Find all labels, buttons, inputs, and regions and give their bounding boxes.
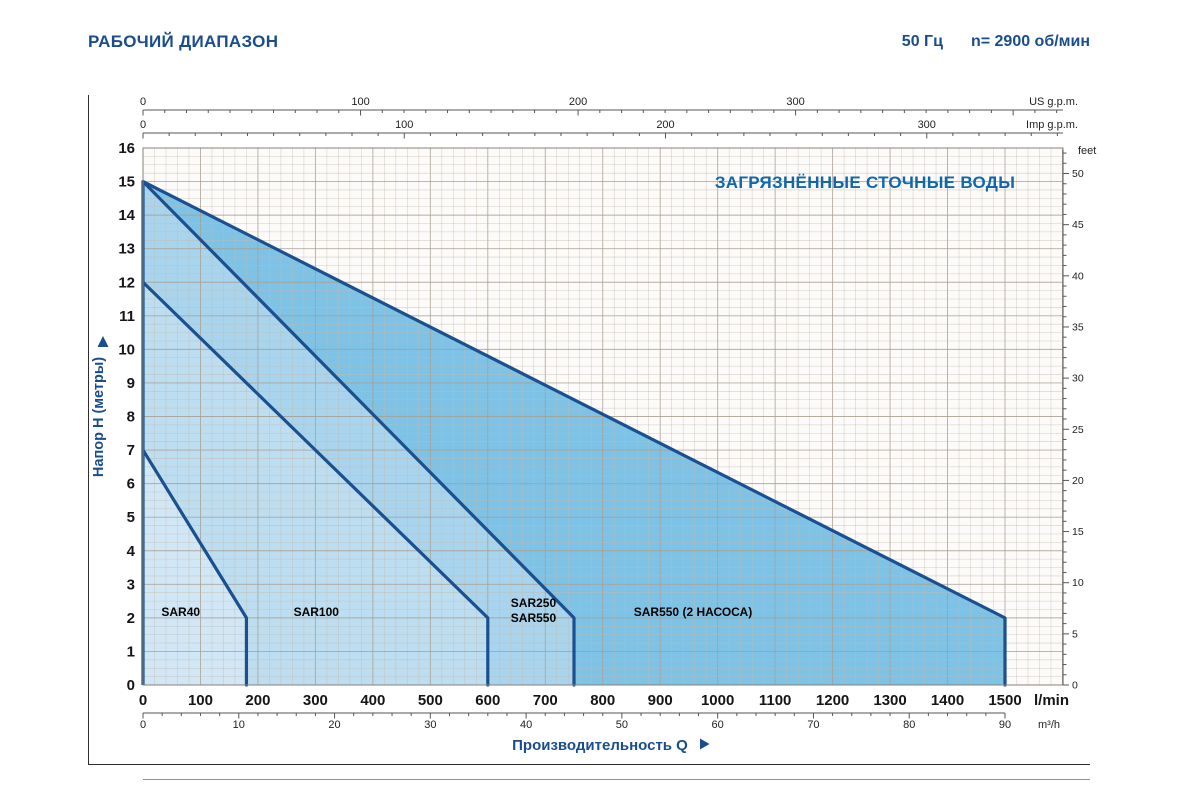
feet-tick-label: 15: [1072, 526, 1084, 538]
curve-SAR100: [141, 280, 490, 687]
curve-SAR550-2-pumps: [141, 179, 1007, 687]
y-tick-label: 16: [118, 140, 135, 157]
gpm-tick-label: 300: [786, 96, 804, 108]
x-axis-unit-lmin: l/min: [1034, 692, 1069, 709]
curve-SAR40: [141, 448, 249, 687]
y-tick-label: 12: [118, 274, 135, 291]
feet-tick-label: 40: [1072, 270, 1084, 282]
feet-tick-label: 10: [1072, 577, 1084, 589]
x-tick-label: 900: [648, 692, 673, 709]
x-tick-label: 1000: [701, 692, 734, 709]
y-tick-label: 5: [127, 509, 135, 526]
y-axis-title: Напор H (метры): [91, 357, 107, 477]
x-tick-label: 1300: [873, 692, 906, 709]
x-tick-label: 100: [188, 692, 213, 709]
feet-tick-label: 5: [1072, 628, 1078, 640]
x-axis-unit-m3h: m³/h: [1038, 719, 1060, 731]
y-tick-label: 7: [127, 442, 135, 459]
feet-tick-label: 35: [1072, 321, 1084, 333]
x-tick-label: 1500: [988, 692, 1021, 709]
m3h-tick-label: 80: [903, 719, 915, 731]
m3h-tick-label: 20: [328, 719, 340, 731]
m3h-tick-label: 0: [140, 719, 146, 731]
chart-annotation: ЗАГРЯЗНЁННЫЕ СТОЧНЫЕ ВОДЫ: [715, 173, 1015, 192]
m3h-tick-label: 90: [999, 719, 1011, 731]
feet-tick-label: 20: [1072, 475, 1084, 487]
y-tick-label: 13: [118, 241, 135, 258]
series-label: SAR550: [511, 611, 557, 625]
y-tick-label: 10: [118, 341, 135, 358]
series-label: SAR40: [161, 605, 200, 619]
x-axis-arrow-right-icon: [700, 738, 710, 750]
y-tick-label: 15: [118, 174, 135, 191]
x-tick-label: 400: [360, 692, 385, 709]
series-label: SAR250: [511, 596, 557, 610]
m3h-tick-label: 40: [520, 719, 532, 731]
y-tick-label: 3: [127, 576, 135, 593]
feet-tick-label: 30: [1072, 373, 1084, 385]
y-tick-label: 8: [127, 409, 135, 426]
y-tick-label: 4: [127, 543, 136, 560]
x-tick-label: 200: [245, 692, 270, 709]
y-tick-label: 2: [127, 610, 135, 627]
y-tick-label: 11: [119, 308, 135, 325]
m3h-tick-label: 60: [712, 719, 724, 731]
y-axis-arrow-up-icon: [97, 336, 109, 347]
gpm-tick-label: 200: [569, 96, 587, 108]
x-tick-label: 300: [303, 692, 328, 709]
y-tick-label: 0: [127, 677, 135, 694]
imp-gpm-unit: Imp g.p.m.: [1026, 119, 1078, 131]
m3h-tick-label: 10: [233, 719, 245, 731]
x-tick-label: 1100: [759, 692, 792, 709]
feet-unit: feet: [1078, 145, 1096, 157]
gpm-tick-label: 0: [140, 119, 146, 131]
gpm-tick-label: 100: [351, 96, 369, 108]
m3h-tick-label: 50: [616, 719, 628, 731]
speed-label: n= 2900 об/мин: [970, 33, 1090, 50]
feet-tick-label: 25: [1072, 424, 1084, 436]
page-title: РАБОЧИЙ ДИАПАЗОН: [88, 32, 279, 51]
series-label: SAR100: [294, 605, 340, 619]
x-tick-label: 600: [475, 692, 500, 709]
y-tick-label: 1: [127, 643, 135, 660]
x-tick-label: 500: [418, 692, 443, 709]
gpm-tick-label: 200: [656, 119, 674, 131]
frequency-label: 50 Гц: [901, 33, 943, 50]
m3h-tick-label: 70: [807, 719, 819, 731]
x-axis-title: Производительность Q: [512, 737, 688, 754]
gpm-tick-label: 0: [140, 96, 146, 108]
x-tick-label: 800: [590, 692, 615, 709]
y-tick-label: 14: [118, 207, 135, 224]
header-specs: 50 Гц n= 2900 об/мин: [902, 33, 1090, 51]
m3h-tick-label: 30: [424, 719, 436, 731]
feet-tick-label: 0: [1072, 680, 1078, 692]
x-tick-label: 0: [139, 692, 147, 709]
us-gpm-unit: US g.p.m.: [1029, 96, 1078, 108]
gpm-tick-label: 300: [918, 119, 936, 131]
x-tick-label: 1200: [816, 692, 849, 709]
curve-SAR250-SAR550: [141, 179, 576, 687]
feet-tick-label: 50: [1072, 168, 1084, 180]
series-label: SAR550 (2 НАСОСА): [634, 605, 752, 619]
y-tick-label: 6: [127, 476, 135, 493]
x-tick-label: 1400: [931, 692, 964, 709]
x-tick-label: 700: [533, 692, 558, 709]
gpm-tick-label: 100: [395, 119, 413, 131]
feet-tick-label: 45: [1072, 219, 1084, 231]
y-tick-label: 9: [127, 375, 135, 392]
